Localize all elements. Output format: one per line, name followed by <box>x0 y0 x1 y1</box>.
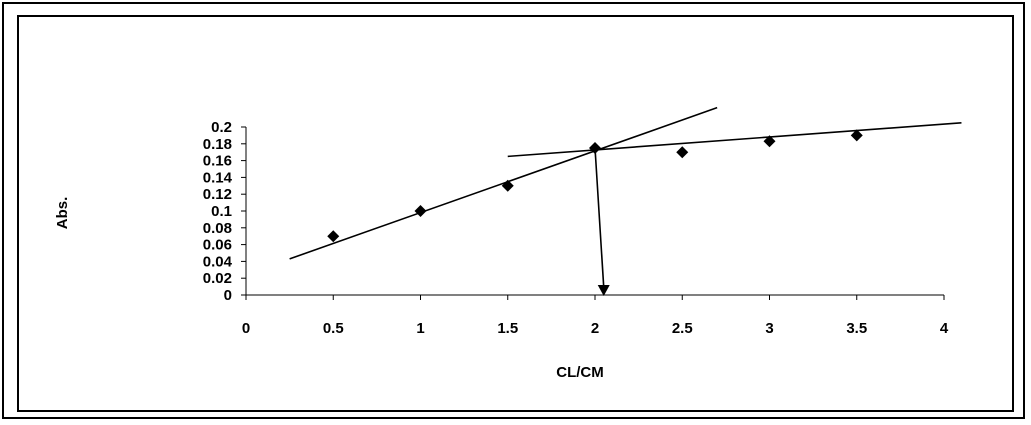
y-tick-label: 0.08 <box>203 220 232 237</box>
x-tick-label: 4 <box>940 320 949 337</box>
arrow-shaft <box>594 147 605 288</box>
x-tick-label: 2.5 <box>672 320 693 337</box>
outer-frame <box>2 2 1025 419</box>
x-axis-label: CL/CM <box>556 364 604 381</box>
y-tick-label: 0 <box>224 287 232 304</box>
x-tick-label: 0 <box>242 320 250 337</box>
x-tick-label: 1.5 <box>497 320 518 337</box>
y-tick-label: 0.12 <box>203 186 232 203</box>
y-tick-label: 0.18 <box>203 136 232 153</box>
x-tick-label: 1 <box>416 320 424 337</box>
y-tick-label: 0.04 <box>203 253 233 270</box>
x-tick-label: 0.5 <box>323 320 344 337</box>
data-point <box>589 142 601 154</box>
y-tick-label: 0.2 <box>211 119 232 136</box>
axes <box>241 126 945 300</box>
x-tick-label: 3.5 <box>846 320 867 337</box>
inner-frame <box>17 15 1014 412</box>
y-tick-label: 0.16 <box>203 153 232 170</box>
data-point <box>850 129 863 142</box>
y-tick-label: 0.02 <box>203 270 232 287</box>
fit-lines <box>289 106 962 260</box>
arrow <box>594 147 610 296</box>
fit-line-1 <box>289 106 718 260</box>
x-tick-label: 3 <box>765 320 773 337</box>
fit-line-2 <box>507 122 962 158</box>
data-point <box>676 146 689 159</box>
y-tick-label: 0.06 <box>203 237 232 254</box>
data-point <box>763 135 776 148</box>
data-point <box>327 230 340 243</box>
y-tick-label: 0.14 <box>203 169 233 186</box>
data-point <box>414 205 427 217</box>
data-points <box>327 129 863 243</box>
y-tick-labels: 00.020.040.060.080.10.120.140.160.180.2 <box>203 119 233 304</box>
x-tick-label: 2 <box>591 320 599 337</box>
y-axis-label: Abs. <box>54 197 71 230</box>
y-tick-label: 0.1 <box>211 203 232 220</box>
x-tick-labels: 0 0.5 1 1.5 2 2.5 3 3.5 4 <box>242 320 949 337</box>
arrow-head <box>597 285 610 296</box>
data-point <box>501 179 514 192</box>
